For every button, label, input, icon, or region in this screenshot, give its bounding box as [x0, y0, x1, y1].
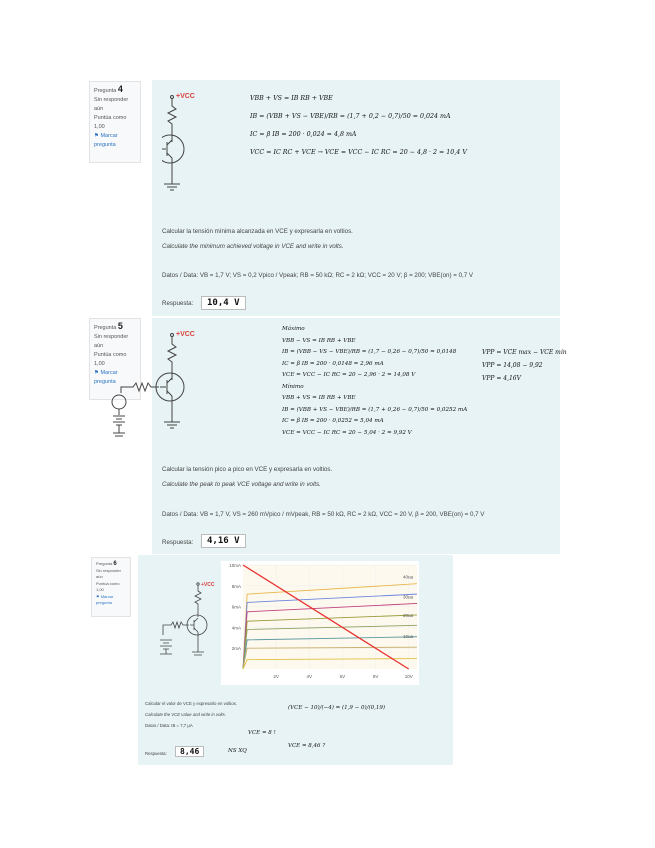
answer-input[interactable]: 8,46 [175, 746, 205, 757]
ic-curve [242, 624, 418, 670]
question-number: 5 [117, 321, 123, 331]
answer-label: Respuesta: [162, 539, 194, 546]
question-status: Sin responder aún [94, 97, 129, 112]
prompt-es: Calcular el valor de VCE y expresarlo en… [145, 701, 237, 706]
y-tick-label: 2mA [232, 646, 241, 651]
question-status: Sin responder aún [96, 567, 121, 580]
plot-area [243, 565, 417, 669]
question-label: Pregunta [94, 325, 117, 331]
question-content-6: +VCC 2V 4V 6V 8V 10V 2mA 4mA 6mA 8mA 10mA 40ua 30ua… [138, 555, 453, 765]
svg-text:+VCC: +VCC [176, 93, 195, 100]
answer-label: Respuesta: [162, 300, 194, 307]
curve-label: 10ua [403, 634, 414, 639]
bjt-circuit: +VCC [160, 582, 215, 656]
x-tick-label: 4V [307, 674, 313, 679]
question-data: Datos / Data: VB = 1,7 V; VS = 0,2 Vpico… [162, 272, 474, 279]
question-score: Puntúa como 1,00 [94, 352, 127, 367]
question-label: Pregunta [94, 88, 117, 94]
x-tick-label: 2V [273, 674, 279, 679]
question-number: 6 [113, 561, 117, 567]
svg-text:+VCC: +VCC [176, 331, 195, 338]
question-content-4: +VCC VBB + VS = IB RB + VBE IB = (VBB + V… [152, 80, 560, 316]
bjt-circuit: +VCC [162, 93, 195, 191]
question-data: Datos / Data: VB = 1,7 V, VS = 260 mVpic… [162, 511, 485, 518]
y-tick-label: 10mA [229, 563, 241, 568]
question-score: Puntúa como 1,00 [94, 115, 127, 130]
prompt-es: Calcular la tensión mínima alcanzada en … [162, 228, 353, 235]
handwritten-vpp: VPP = VCE max − VCE mín VPP = 14,08 − 9,9… [482, 349, 567, 382]
flag-question-link[interactable]: ⚑ Marcar pregunta [96, 593, 114, 606]
prompt-en: Calculate the VCE value and write in vol… [145, 712, 226, 717]
y-tick-label: 4mA [232, 625, 241, 630]
question-number: 4 [117, 84, 123, 94]
y-tick-label: 8mA [232, 584, 241, 589]
prompt-en: Calculate the peak to peak VCE voltage a… [162, 481, 321, 488]
answer-input[interactable]: 4,16 V [201, 534, 246, 548]
handwritten-note: VCE = 8 ! [248, 730, 276, 736]
flag-question-link[interactable]: ⚑ Marcar pregunta [94, 370, 118, 385]
curve-label: 20ua [403, 613, 414, 618]
question-data: Datos / Data: IB = 7,7 µA [145, 723, 193, 728]
question-status: Sin responder aún [94, 334, 129, 349]
ic-curve [242, 636, 418, 670]
prompt-en: Calculate the minimum achieved voltage i… [162, 243, 344, 250]
question-content-5: +VCC Máximo VBB − VS = IB RB + VBE IB = (V… [111, 318, 567, 554]
load-line [242, 564, 410, 670]
x-tick-label: 6V [340, 674, 346, 679]
question-score: Puntúa como 1,00 [96, 580, 120, 593]
x-tick-label: 10V [405, 674, 413, 679]
handwritten-notes: Máximo VBB − VS = IB RB + VBE IB = (VBB − … [282, 326, 468, 436]
prompt-es: Calcular la tensión pico a pico en VCE y… [162, 466, 333, 473]
x-tick-label: 8V [373, 674, 379, 679]
curve-label: 40ua [403, 575, 414, 580]
ic-curve [242, 658, 418, 670]
flag-question-link[interactable]: ⚑ Marcar pregunta [94, 133, 118, 148]
question-info-5: Pregunta 5 Sin responder aún Puntúa como… [89, 318, 141, 400]
bjt-circuit: +VCC [111, 331, 195, 437]
ic-curve [242, 646, 418, 670]
answer-label: Respuesta: [145, 751, 167, 756]
handwritten-note: NS XQ [228, 748, 247, 754]
question-label: Pregunta [96, 561, 113, 566]
y-tick-label: 6mA [232, 605, 241, 610]
ic-vce-chart: 2V 4V 6V 8V 10V 2mA 4mA 6mA 8mA 10mA 40ua 30ua 20ua 1… [221, 561, 419, 685]
handwritten-note: VCE = 8,46 ? [288, 743, 326, 749]
handwritten-notes: VBB + VS = IB RB + VBE IB = (VBB + VS − V… [250, 95, 467, 156]
question-info-4: Pregunta 4 Sin responder aún Puntúa como… [89, 81, 141, 163]
svg-text:+VCC: +VCC [201, 582, 215, 588]
question-info-6: Pregunta 6 Sin responder aún Puntúa como… [91, 557, 131, 617]
curve-label: 30ua [403, 594, 414, 599]
answer-input[interactable]: 10,4 V [201, 296, 246, 310]
handwritten-note: (VCE − 10)/(−4) = (1,9 − 0)/(0,19) [288, 705, 385, 711]
